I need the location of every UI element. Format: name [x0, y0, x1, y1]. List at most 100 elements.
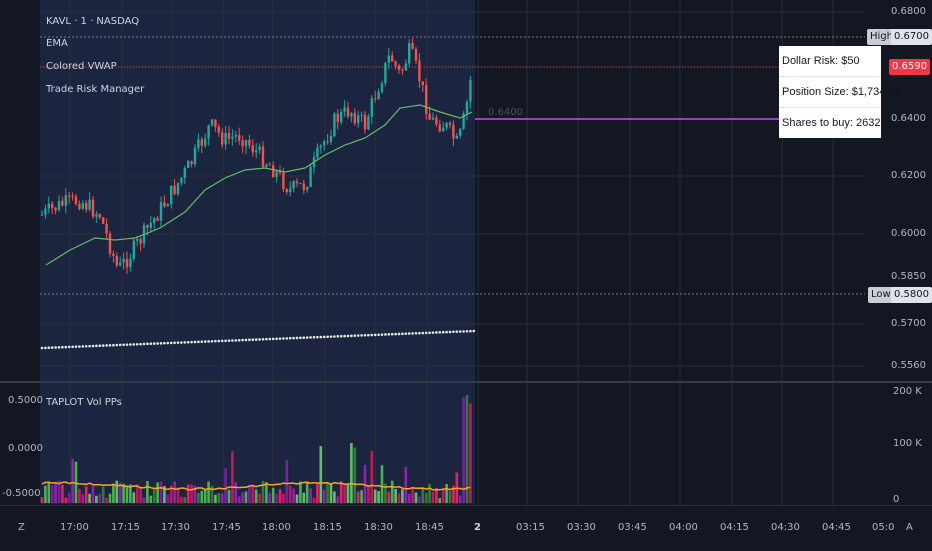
- vwap-dot: [135, 342, 139, 346]
- vwap-dot: [84, 344, 88, 348]
- volume-bar: [275, 493, 278, 503]
- volume-bar: [203, 488, 207, 503]
- candle-body: [54, 207, 57, 211]
- candle-body: [68, 195, 71, 197]
- volume-bar: [57, 480, 61, 503]
- vwap-dot: [54, 346, 57, 349]
- vwap-dot: [329, 335, 333, 338]
- vwap-dot: [200, 340, 204, 344]
- volume-bar: [254, 489, 258, 503]
- vwap-dot: [163, 341, 166, 345]
- vwap-dot: [455, 330, 459, 333]
- zoom-corner-left[interactable]: Z: [18, 522, 25, 533]
- volume-bar: [64, 497, 68, 503]
- candle-body: [462, 113, 465, 129]
- volume-bar: [78, 488, 81, 503]
- vwap-dot: [458, 330, 462, 333]
- vwap-dot: [248, 338, 251, 342]
- volume-bar: [166, 494, 170, 503]
- vwap-dot: [377, 333, 380, 337]
- vwap-dot: [285, 337, 289, 340]
- low-value: 0.5800: [891, 287, 932, 303]
- volume-bar: [101, 486, 105, 503]
- price-tick-4: 0.6200: [891, 170, 926, 181]
- volume-bar: [316, 483, 319, 503]
- volume-bar: [132, 492, 136, 503]
- vwap-dot: [428, 331, 431, 335]
- vwap-dot: [326, 335, 329, 339]
- candle-body: [234, 134, 237, 137]
- candle-body: [112, 253, 115, 256]
- candle-body: [319, 145, 322, 148]
- volume-bar: [95, 495, 98, 503]
- volume-bar: [112, 483, 115, 503]
- candle-body: [343, 107, 346, 112]
- candle-body: [129, 258, 132, 268]
- symbol-title[interactable]: KAVL · 1 · NASDAQ: [46, 16, 140, 27]
- vwap-dot: [309, 336, 312, 339]
- volume-bar: [237, 496, 241, 503]
- volume-bar: [220, 493, 224, 503]
- candle-body: [333, 113, 336, 137]
- candle-body: [360, 114, 363, 116]
- candle-body: [71, 195, 74, 197]
- candle-body: [244, 139, 248, 147]
- vwap-dot: [302, 336, 306, 339]
- vwap-dot: [125, 343, 129, 346]
- candle-body: [51, 203, 54, 208]
- volume-bar: [176, 487, 180, 503]
- vwap-dot: [421, 331, 425, 335]
- volume-bar: [159, 481, 163, 503]
- volume-pane-title[interactable]: TAPLOT Vol PPs: [46, 397, 122, 408]
- volume-bar: [152, 487, 156, 503]
- vwap-dot: [452, 330, 455, 334]
- candle-body: [85, 202, 88, 210]
- candle-body: [149, 223, 152, 228]
- indicator-trade-risk-manager[interactable]: Trade Risk Manager: [46, 84, 145, 95]
- candle-body: [452, 124, 455, 139]
- volume-bar: [394, 488, 397, 503]
- vwap-dot: [414, 331, 418, 335]
- vwap-dot: [47, 346, 51, 350]
- vwap-dot: [146, 342, 149, 346]
- vwap-dot: [207, 340, 210, 343]
- volume-bar: [428, 483, 431, 503]
- volume-bar: [248, 484, 251, 503]
- candle-body: [122, 258, 125, 263]
- indicator-ema[interactable]: EMA: [46, 38, 68, 49]
- volume-bar: [268, 493, 272, 503]
- volume-bar: [299, 481, 302, 503]
- candle-body: [146, 225, 149, 228]
- vwap-dot: [98, 344, 102, 348]
- auto-scale-corner[interactable]: A: [906, 522, 913, 533]
- volume-bar: [224, 468, 227, 503]
- vwap-dot: [292, 336, 295, 340]
- candle-body: [98, 214, 101, 218]
- candle-body: [115, 255, 118, 266]
- dollar-risk: Dollar Risk: $50: [779, 46, 881, 77]
- time-label: 04:45: [822, 522, 851, 533]
- volume-bar: [390, 480, 394, 503]
- candle-body: [380, 83, 384, 92]
- indicator-colored-vwap[interactable]: Colored VWAP: [46, 61, 117, 72]
- vwap-dot: [316, 335, 319, 339]
- candle-body: [350, 112, 353, 117]
- shares-to-buy: Shares to buy: 2632: [782, 117, 881, 129]
- candle-body: [357, 115, 360, 124]
- price-tick-3: 0.6400: [891, 113, 926, 124]
- vwap-dot: [418, 331, 421, 335]
- vwap-dot: [353, 334, 357, 337]
- volume-bar: [61, 484, 64, 503]
- time-axis[interactable]: Z 17:00 17:15 17:30 17:45 18:00 18:15 18…: [0, 505, 932, 551]
- candles: [40, 38, 472, 275]
- entry-line-label: 0.6400: [488, 107, 523, 118]
- vwap-dot: [88, 344, 91, 348]
- time-label: 17:00: [60, 522, 89, 533]
- candle-body: [163, 202, 166, 207]
- candle-body: [299, 183, 302, 185]
- volume-bar: [197, 492, 200, 503]
- vwap-dot: [254, 338, 258, 341]
- candle-body: [323, 141, 326, 146]
- volume-bar: [190, 484, 193, 503]
